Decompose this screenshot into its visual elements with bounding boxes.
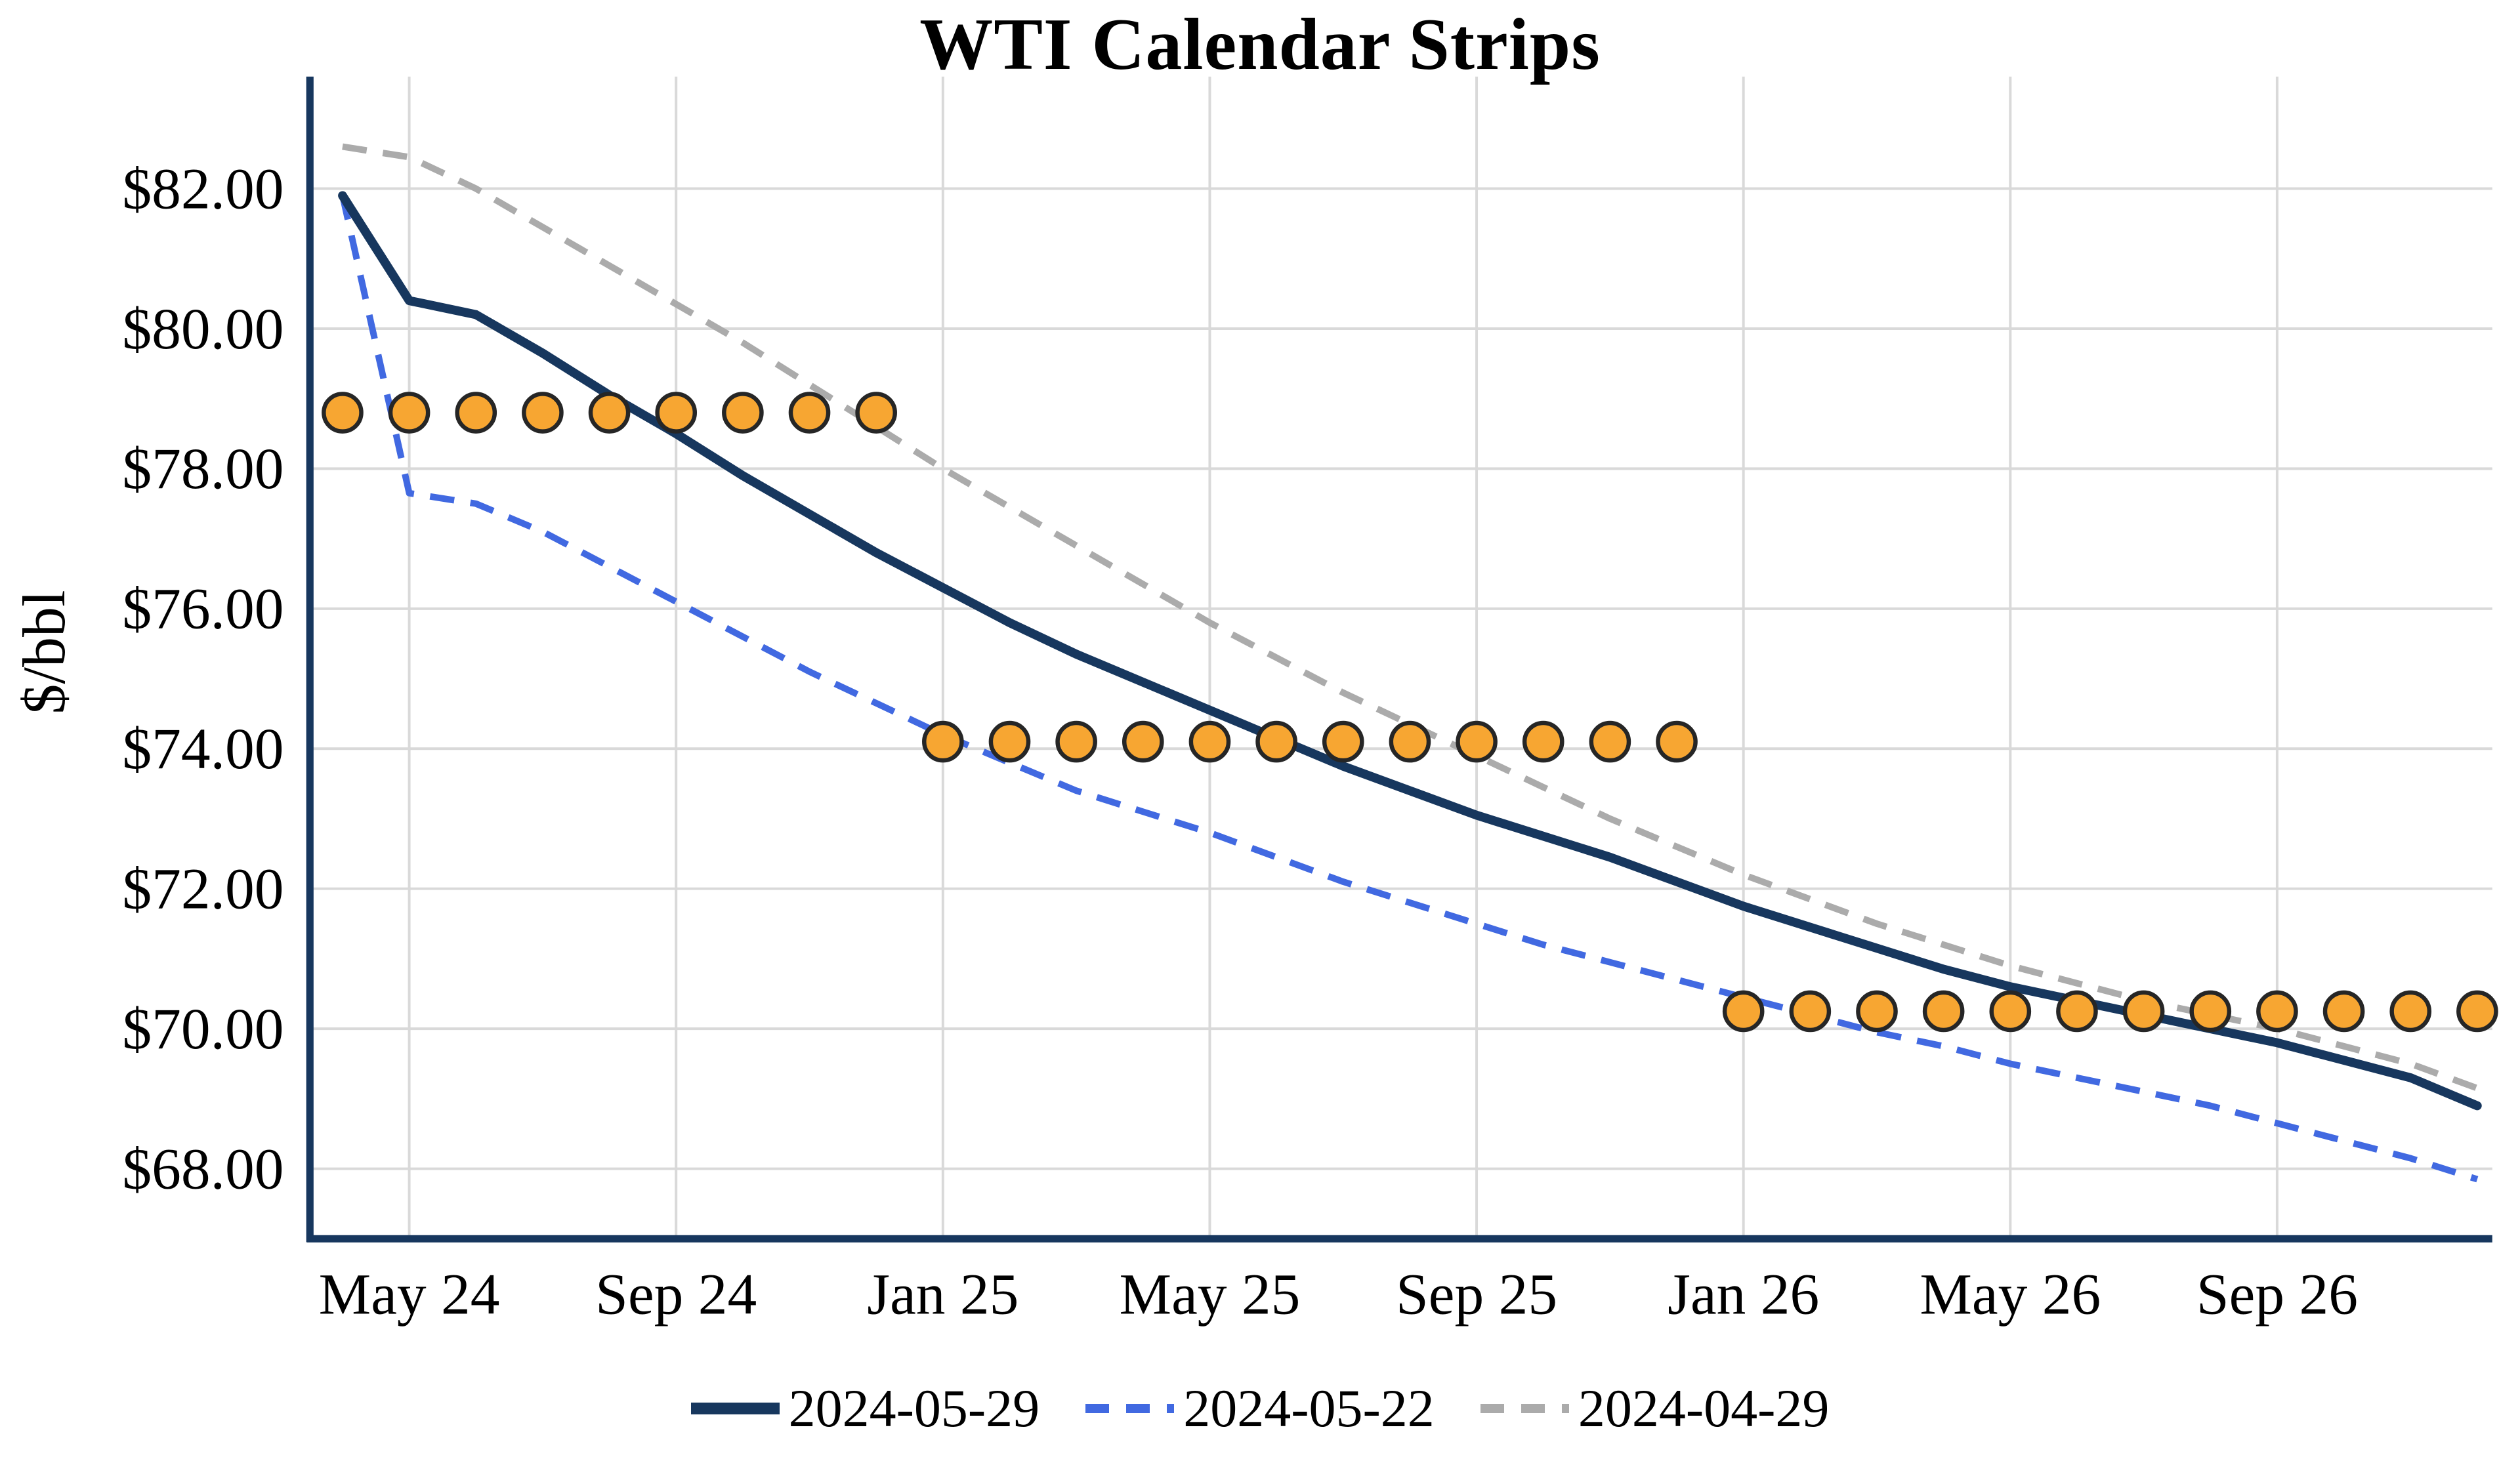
calendar-strip-dot — [1522, 720, 1564, 763]
calendar-strip-dot — [788, 392, 831, 434]
calendar-strip-dot — [922, 720, 964, 763]
series-line-2024-05-22 — [339, 195, 2479, 1183]
legend-line-sample-dashed-gray — [1480, 1399, 1569, 1418]
calendar-strip-dot — [2189, 990, 2232, 1033]
calendar-strip-dot — [1589, 720, 1631, 763]
calendar-strip-dot — [1322, 720, 1364, 763]
calendar-strip-dot — [855, 392, 897, 434]
calendar-strip-dot — [455, 392, 497, 434]
calendar-strip-dot — [2122, 990, 2165, 1033]
legend: 2024-05-29 2024-05-22 2024-04-29 — [0, 1378, 2520, 1439]
calendar-strip-dot — [1789, 990, 1832, 1033]
x-tick-label: Sep 25 — [1396, 1262, 1557, 1327]
legend-line-sample-dashed-blue — [1085, 1399, 1175, 1418]
y-tick-label: $68.00 — [122, 1136, 284, 1201]
calendar-strip-dot — [1722, 990, 1765, 1033]
chart-title: WTI Calendar Strips — [919, 4, 1601, 85]
legend-item: 2024-05-29 — [690, 1378, 1040, 1439]
calendar-strip-dot — [2456, 990, 2498, 1033]
y-tick-label: $80.00 — [122, 297, 284, 361]
calendar-strip-dot — [1856, 990, 1898, 1033]
x-tick-label: May 25 — [1120, 1262, 1301, 1327]
series-line-2024-05-29 — [338, 191, 2482, 1111]
calendar-strip-dot — [322, 392, 364, 434]
calendar-strip-dot — [588, 392, 631, 434]
legend-label: 2024-04-29 — [1578, 1378, 1830, 1438]
legend-item: 2024-05-22 — [1085, 1378, 1435, 1439]
x-tick-label: Jan 25 — [867, 1262, 1018, 1327]
calendar-strip-dot — [1456, 720, 1498, 763]
x-tick-label: Sep 26 — [2196, 1262, 2358, 1327]
x-tick-label: Sep 24 — [595, 1262, 757, 1327]
x-tick-label: May 24 — [319, 1262, 500, 1327]
y-tick-label: $72.00 — [122, 857, 284, 922]
y-tick-label: $78.00 — [122, 436, 284, 501]
calendar-strip-dot — [655, 392, 698, 434]
calendar-strip-dot — [2256, 990, 2298, 1033]
calendar-strip-dot — [1656, 720, 1698, 763]
calendar-strip-dot — [1122, 720, 1164, 763]
calendar-strip-dot — [1989, 990, 2032, 1033]
series-line-2024-04-29 — [342, 143, 2479, 1092]
x-tick-label: May 26 — [1920, 1262, 2101, 1327]
y-tick-label: $82.00 — [122, 156, 284, 221]
y-tick-label: $70.00 — [122, 997, 284, 1061]
legend-item: 2024-04-29 — [1480, 1378, 1830, 1439]
legend-label: 2024-05-22 — [1183, 1378, 1435, 1438]
legend-label: 2024-05-29 — [788, 1378, 1040, 1438]
calendar-strip-dot — [988, 720, 1031, 763]
calendar-strip-dot — [1389, 720, 1431, 763]
calendar-strip-dot — [1055, 720, 1097, 763]
calendar-strip-dot — [388, 392, 430, 434]
y-tick-label: $76.00 — [122, 577, 284, 642]
y-tick-label: $74.00 — [122, 716, 284, 781]
calendar-strip-dot — [1922, 990, 1965, 1033]
calendar-strip-dot — [2056, 990, 2098, 1033]
calendar-strip-dot — [722, 392, 764, 434]
calendar-strip-dot — [2389, 990, 2432, 1033]
calendar-strip-dot — [2322, 990, 2365, 1033]
x-tick-label: Jan 26 — [1668, 1262, 1819, 1327]
calendar-strip-dot — [1188, 720, 1231, 763]
legend-line-sample-solid-navy — [690, 1399, 780, 1418]
calendar-strip-dot — [1255, 720, 1297, 763]
calendar-strip-dot — [522, 392, 564, 434]
